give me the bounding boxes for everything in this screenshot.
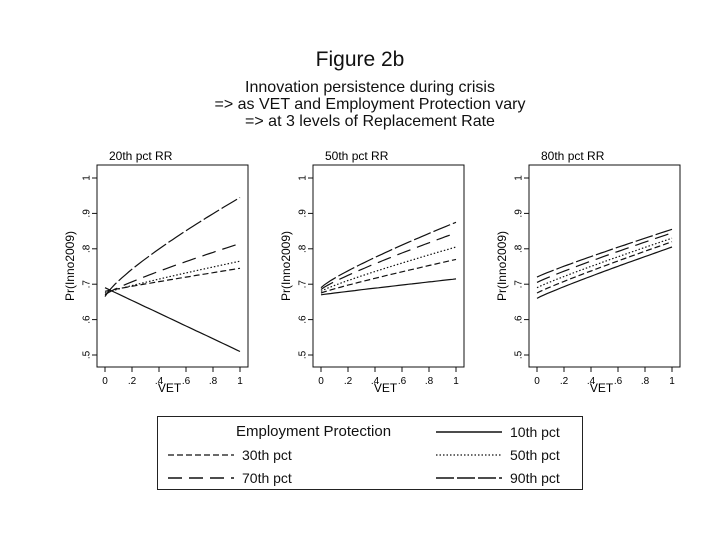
x-tick-label: 0 (318, 376, 324, 387)
y-tick-label: .6 (514, 315, 525, 324)
subtitle-line-2: => as VET and Employment Protection vary (214, 96, 526, 113)
x-tick-label: 1 (669, 376, 675, 387)
panel-1-frame (96, 164, 249, 368)
y-tick-label: 1 (514, 175, 525, 181)
x-axis-label: VET (374, 381, 398, 395)
panel-3-frame (528, 164, 681, 368)
y-tick-label: .7 (82, 280, 93, 289)
y-tick-label: .9 (514, 209, 525, 218)
x-tick-label: .4 (155, 376, 164, 387)
series-line-70th-panel-3 (536, 232, 673, 283)
series-line-10th-panel-1 (104, 287, 241, 353)
legend: Employment Protection 10th pct 30th pct … (157, 416, 583, 490)
series-line-90th-panel-3 (536, 228, 673, 278)
legend-swatch-30th (168, 454, 234, 456)
legend-label-10th: 10th pct (510, 424, 560, 440)
x-tick-label: .8 (209, 376, 218, 387)
series-line-50th-panel-3 (536, 237, 673, 289)
y-tick-label: .9 (298, 209, 309, 218)
series-line-30th-panel-1 (104, 267, 241, 292)
x-axis-label: VET (158, 381, 182, 395)
y-tick-label: .5 (82, 350, 93, 359)
y-tick-label: .8 (514, 244, 525, 253)
y-tick-label: .5 (298, 350, 309, 359)
x-tick-label: 0 (102, 376, 108, 387)
x-tick-label: .8 (641, 376, 650, 387)
figure-title: Figure 2b (315, 48, 405, 71)
series-line-70th-panel-1 (104, 242, 241, 296)
x-tick-label: .2 (128, 376, 137, 387)
x-tick-label: .2 (560, 376, 569, 387)
y-tick-label: .7 (514, 280, 525, 289)
x-tick-label: 0 (534, 376, 540, 387)
series-line-10th-panel-2 (320, 278, 457, 296)
legend-title: Employment Protection (236, 423, 392, 440)
legend-swatch-50th (436, 454, 502, 456)
y-tick-label: .9 (82, 209, 93, 218)
y-tick-label: 1 (82, 175, 93, 181)
y-tick-label: .8 (82, 244, 93, 253)
x-tick-label: 1 (237, 376, 243, 387)
panel-1-title: 20th pct RR (109, 149, 173, 163)
y-tick-label: .7 (298, 280, 309, 289)
x-axis-label: VET (590, 381, 614, 395)
series-line-50th-panel-1 (104, 260, 241, 294)
series-line-90th-panel-1 (104, 196, 241, 297)
x-tick-label: 1 (453, 376, 459, 387)
y-tick-label: .8 (298, 244, 309, 253)
legend-label-70th: 70th pct (242, 470, 292, 486)
x-tick-label: .6 (614, 376, 623, 387)
legend-swatch-10th (436, 431, 502, 433)
y-tick-label: .6 (298, 315, 309, 324)
legend-swatch-70th (168, 477, 234, 479)
legend-label-30th: 30th pct (242, 447, 292, 463)
x-tick-label: .8 (425, 376, 434, 387)
x-tick-label: .2 (344, 376, 353, 387)
legend-swatch-90th (436, 477, 502, 479)
subtitle-line-1: Innovation persistence during crisis (245, 79, 495, 96)
x-tick-label: .4 (587, 376, 596, 387)
y-axis-label: Pr(Inno2009) (495, 231, 509, 301)
x-tick-label: .6 (398, 376, 407, 387)
y-tick-label: .6 (82, 315, 93, 324)
series-line-30th-panel-3 (536, 241, 673, 294)
y-tick-label: 1 (298, 175, 309, 181)
subtitle-line-3: => at 3 levels of Replacement Rate (245, 113, 495, 130)
series-line-90th-panel-2 (320, 221, 457, 289)
y-axis-label: Pr(Inno2009) (279, 231, 293, 301)
x-tick-label: .4 (371, 376, 380, 387)
series-line-50th-panel-2 (320, 246, 457, 292)
panel-2-frame (312, 164, 465, 368)
series-line-70th-panel-2 (320, 232, 457, 290)
legend-label-90th: 90th pct (510, 470, 560, 486)
y-axis-label: Pr(Inno2009) (63, 231, 77, 301)
legend-label-50th: 50th pct (510, 447, 560, 463)
series-line-30th-panel-2 (320, 258, 457, 294)
panel-3-title: 80th pct RR (541, 149, 605, 163)
x-tick-label: .6 (182, 376, 191, 387)
panel-2-title: 50th pct RR (325, 149, 389, 163)
series-line-10th-panel-3 (536, 246, 673, 299)
y-tick-label: .5 (514, 350, 525, 359)
